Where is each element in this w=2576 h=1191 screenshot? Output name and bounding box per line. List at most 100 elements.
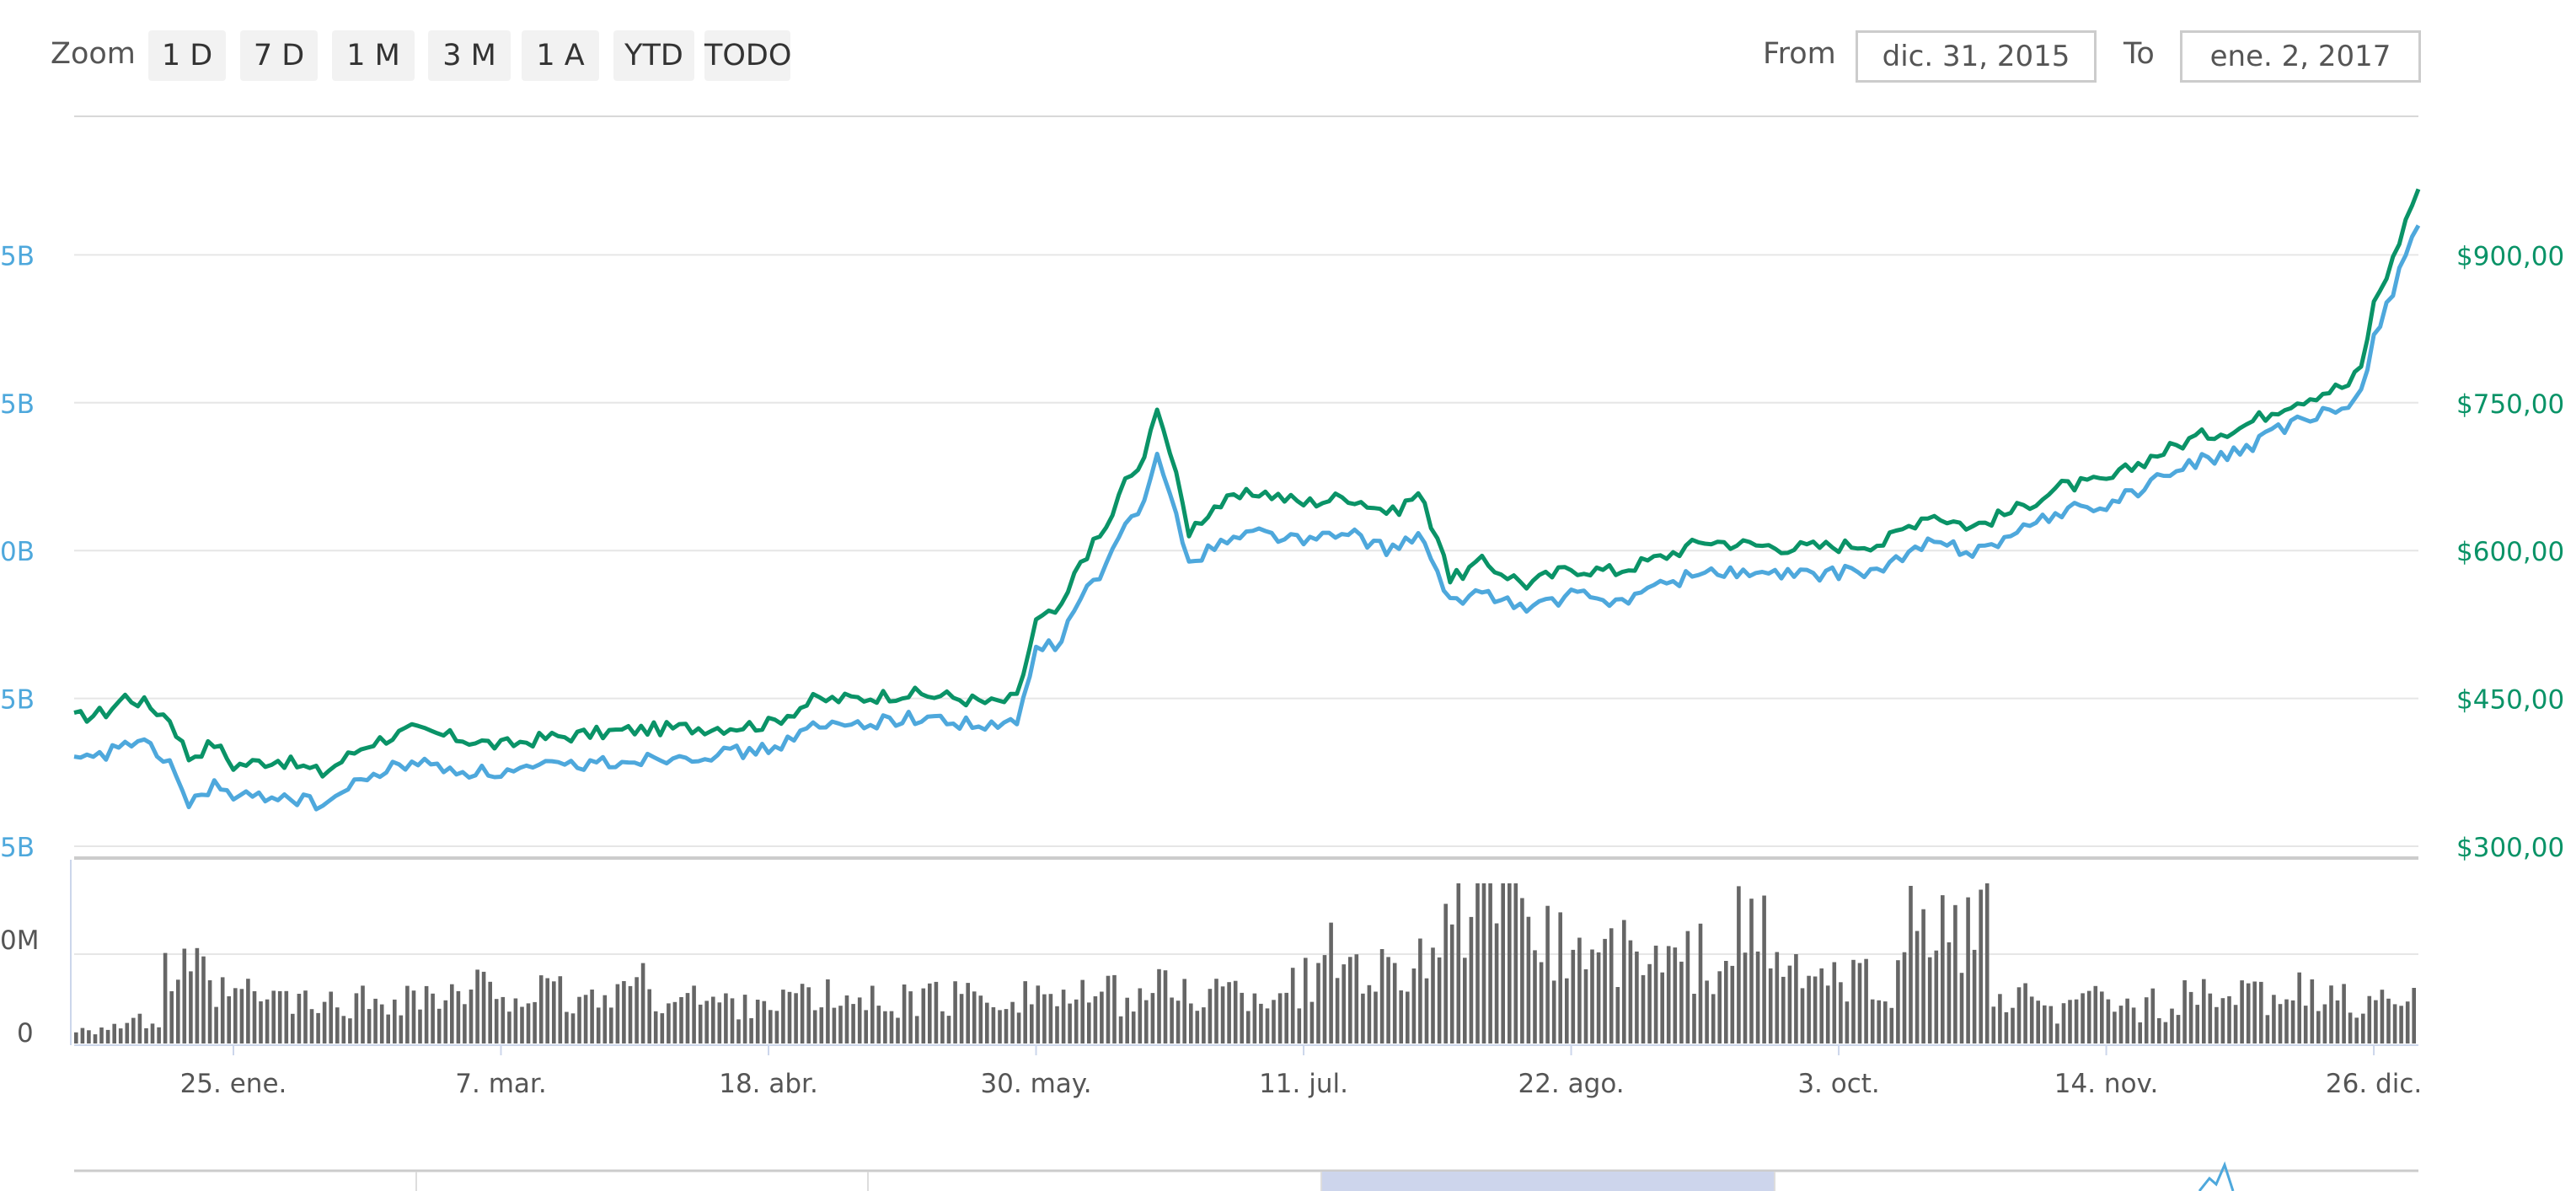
zoom-ytd-button[interactable]: YTD	[613, 30, 694, 81]
volume-bar	[1431, 947, 1435, 1043]
x-tick-label: 25. ene.	[180, 1069, 287, 1099]
y-tick-right: $900,00	[2456, 241, 2564, 271]
navigator[interactable]	[74, 1161, 2418, 1191]
volume-bar	[1603, 938, 1607, 1043]
volume-bar	[463, 1004, 467, 1043]
volume-bar	[692, 985, 696, 1043]
volume-bar	[1277, 993, 1283, 1043]
volume-bar	[647, 989, 651, 1043]
zoom-3m-button[interactable]: 3 M	[428, 30, 511, 81]
volume-bar	[1112, 974, 1117, 1043]
volume-bar	[393, 999, 397, 1043]
volume-bar	[583, 995, 588, 1043]
market_cap-line	[73, 224, 2421, 812]
volume-bar	[1596, 952, 1601, 1043]
volume-bar	[1475, 883, 1480, 1043]
volume-bar	[2163, 1022, 2168, 1043]
volume-bar	[1653, 945, 1658, 1043]
volume-bar	[1539, 962, 1544, 1043]
volume-bar	[552, 981, 556, 1043]
volume-bar	[1087, 1002, 1091, 1043]
volume-bar	[2297, 972, 2301, 1043]
volume-bar	[2068, 1000, 2072, 1043]
volume-bar	[1622, 920, 1626, 1043]
volume-bar	[1061, 990, 1066, 1043]
volume-bar	[1004, 1009, 1009, 1043]
volume-bar	[1374, 991, 1378, 1043]
volume-bar	[914, 1016, 919, 1043]
volume-bar	[150, 1023, 155, 1043]
volume-bar	[615, 984, 620, 1043]
volume-bar	[265, 999, 270, 1043]
volume-bar	[2348, 1012, 2353, 1043]
zoom-1d-button[interactable]: 1 D	[148, 30, 226, 81]
volume-bar	[1309, 1001, 1315, 1043]
volume-bar	[2150, 988, 2156, 1043]
x-tick-label: 30. may.	[980, 1069, 1091, 1099]
volume-bar	[1418, 938, 1422, 1043]
volume-bar	[864, 1010, 868, 1043]
from-date-input[interactable]	[1856, 30, 2097, 83]
volume-bar	[259, 1001, 263, 1043]
volume-bar	[1520, 898, 1524, 1043]
zoom-7d-button[interactable]: 7 D	[240, 30, 318, 81]
zoom-1m-button[interactable]: 1 M	[332, 30, 415, 81]
volume-bar	[1551, 980, 1556, 1043]
volume-bar	[1240, 992, 1244, 1043]
volume-bar	[309, 1009, 314, 1043]
volume-bar	[481, 971, 486, 1043]
volume-bar	[800, 984, 805, 1043]
volume-bar	[367, 1009, 372, 1043]
volume-bar	[2335, 1000, 2340, 1043]
volume-bar	[227, 996, 231, 1043]
volume-bar	[545, 978, 549, 1043]
volume-bar	[640, 963, 645, 1043]
y-tick-left: 5B	[0, 241, 35, 271]
y-axis-left: 5B 5B 0B 5B 5B 0 0M	[0, 241, 39, 1049]
volume-bar	[2055, 1023, 2059, 1043]
volume-bar	[373, 998, 378, 1043]
volume-bar	[2023, 983, 2027, 1043]
volume-bar	[2016, 987, 2022, 1043]
volume-bar	[749, 1018, 753, 1043]
volume-bar	[717, 1002, 722, 1043]
volume-bar	[998, 1010, 1002, 1043]
volume-bar	[2081, 993, 2085, 1043]
volume-bar	[1590, 949, 1594, 1043]
volume-bar	[1615, 987, 1620, 1043]
volume-bar	[1698, 923, 1703, 1043]
volume-bar	[1443, 904, 1448, 1043]
volume-bar	[1055, 1006, 1059, 1043]
volume-bar	[1080, 979, 1084, 1043]
volume-bar	[672, 1001, 677, 1043]
volume-bar	[1800, 988, 1805, 1043]
x-tick-label: 22. ago.	[1518, 1069, 1624, 1099]
volume-bar	[1953, 904, 1957, 1043]
volume-bar	[1909, 886, 1913, 1043]
y-tick-left: 5B	[0, 685, 35, 716]
volume-bar	[2310, 979, 2315, 1043]
volume-bar	[1628, 940, 1633, 1043]
volume-bar	[1138, 988, 1143, 1043]
volume-bar	[724, 993, 728, 1043]
volume-bar	[883, 1011, 887, 1043]
volume-bar	[252, 991, 257, 1043]
volume-bar	[787, 991, 792, 1043]
zoom-1a-button[interactable]: 1 A	[522, 30, 599, 81]
volume-bar	[1864, 958, 1868, 1043]
volume-bar	[105, 1029, 110, 1043]
volume-bar	[1036, 985, 1041, 1043]
volume-bar	[1297, 1008, 1302, 1043]
volume-bar	[1609, 928, 1614, 1043]
volume-bar	[354, 993, 359, 1043]
volume-bar	[2290, 1000, 2295, 1043]
volume-bar	[685, 993, 690, 1043]
volume-bar	[271, 990, 276, 1043]
zoom-todo-button[interactable]: TODO	[704, 30, 791, 81]
volume-bar	[711, 996, 715, 1043]
volume-bar	[1227, 982, 1231, 1043]
to-date-input[interactable]	[2180, 30, 2421, 83]
volume-bar	[794, 993, 798, 1043]
volume-bar	[1819, 968, 1824, 1043]
volume-bar	[1322, 955, 1327, 1043]
